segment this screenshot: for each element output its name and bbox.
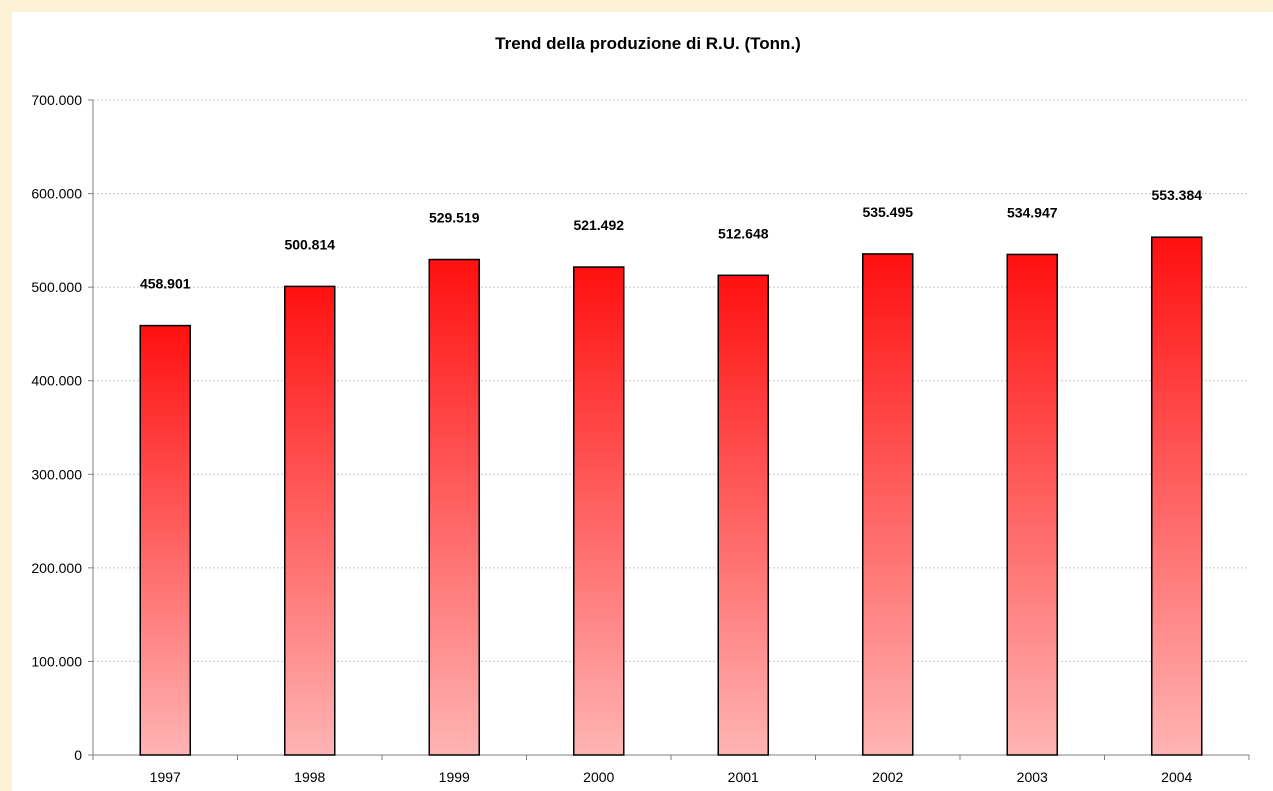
x-tick-label: 1997 bbox=[150, 769, 181, 785]
bar bbox=[139, 324, 191, 756]
bar bbox=[573, 266, 625, 756]
chart-frame: Trend della produzione di R.U. (Tonn.) 4… bbox=[12, 12, 1273, 791]
bar bbox=[862, 253, 914, 756]
chart-title: Trend della produzione di R.U. (Tonn.) bbox=[495, 34, 801, 53]
x-tick-label: 2004 bbox=[1161, 769, 1192, 785]
y-tick-label: 700.000 bbox=[31, 92, 82, 108]
y-tick-label: 300.000 bbox=[31, 466, 82, 482]
bar bbox=[717, 274, 769, 756]
data-label: 534.947 bbox=[1007, 204, 1058, 220]
data-label: 535.495 bbox=[862, 204, 913, 220]
x-tick-label: 2001 bbox=[728, 769, 759, 785]
bar-chart: Trend della produzione di R.U. (Tonn.) 4… bbox=[31, 34, 1250, 785]
x-tick-label: 1999 bbox=[439, 769, 470, 785]
y-tick-label: 600.000 bbox=[31, 186, 82, 202]
x-tick-label: 1998 bbox=[294, 769, 325, 785]
bar bbox=[428, 258, 480, 756]
data-label: 500.814 bbox=[284, 236, 335, 252]
bar bbox=[1006, 253, 1058, 756]
data-label: 521.492 bbox=[573, 217, 624, 233]
x-tick-label: 2003 bbox=[1017, 769, 1048, 785]
grid-lines bbox=[93, 99, 1249, 662]
y-tick-label: 200.000 bbox=[31, 560, 82, 576]
y-tick-label: 100.000 bbox=[31, 653, 82, 669]
tick-labels: 0 100.000 200.000 300.000 400.000 500.000 600.… bbox=[31, 92, 1192, 785]
y-tick-label: 0 bbox=[74, 747, 82, 763]
data-label: 553.384 bbox=[1151, 187, 1202, 203]
data-labels: 458.901 500.814 529.519 521.492 512.648 535.4… bbox=[140, 187, 1202, 291]
data-label: 529.519 bbox=[429, 210, 480, 226]
bar bbox=[284, 285, 336, 756]
y-tick-label: 500.000 bbox=[31, 279, 82, 295]
bars bbox=[139, 236, 1203, 756]
x-tick-label: 2000 bbox=[583, 769, 614, 785]
y-tick-label: 400.000 bbox=[31, 373, 82, 389]
data-label: 512.648 bbox=[718, 225, 769, 241]
data-label: 458.901 bbox=[140, 276, 191, 292]
bar bbox=[1151, 236, 1203, 756]
x-tick-label: 2002 bbox=[872, 769, 903, 785]
